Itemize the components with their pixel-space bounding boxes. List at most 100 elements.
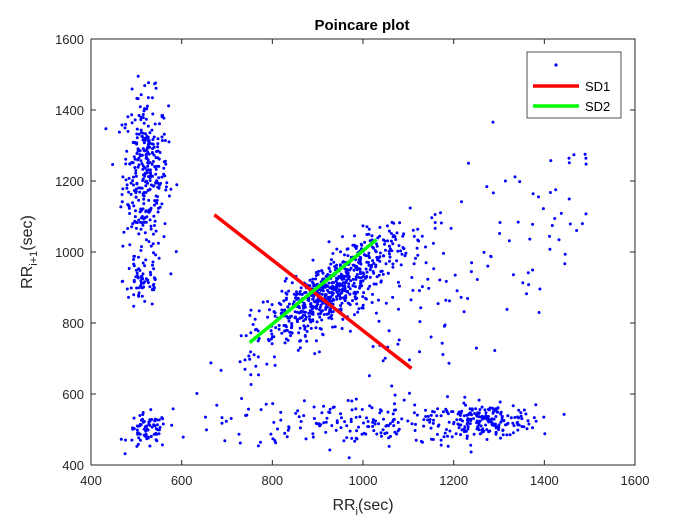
data-point (354, 436, 358, 440)
data-point (132, 140, 136, 144)
data-point (248, 313, 252, 317)
data-point (489, 420, 493, 424)
data-point (133, 118, 137, 122)
data-point (132, 264, 136, 268)
data-point (432, 267, 436, 271)
data-point (472, 417, 475, 421)
data-point (135, 271, 139, 275)
data-point (381, 272, 385, 276)
data-point (340, 327, 344, 330)
data-point (526, 419, 530, 423)
data-point (374, 263, 378, 267)
data-point (144, 220, 148, 224)
data-point (330, 290, 334, 294)
data-point (145, 168, 149, 172)
data-point (532, 416, 536, 420)
data-point (156, 181, 160, 185)
x-axis-label-base: RR (332, 497, 355, 514)
data-point (136, 431, 140, 435)
data-point (154, 229, 158, 233)
data-point (353, 439, 357, 443)
data-point (377, 422, 380, 426)
data-point (379, 280, 383, 284)
data-point (559, 211, 563, 215)
data-point (343, 253, 346, 257)
data-point (128, 243, 132, 247)
data-point (431, 421, 435, 425)
data-point (302, 319, 305, 323)
data-point (317, 350, 321, 354)
data-point (292, 300, 296, 304)
data-point (320, 318, 324, 322)
data-point (394, 408, 398, 412)
data-point (360, 243, 364, 247)
data-point (136, 276, 140, 280)
data-point (290, 331, 294, 335)
data-point (386, 410, 390, 414)
data-point (450, 435, 454, 439)
data-point (331, 325, 335, 329)
data-point (458, 414, 462, 417)
data-point (342, 439, 346, 443)
data-point (520, 417, 524, 421)
data-point (322, 313, 326, 316)
data-point (154, 156, 158, 160)
data-point (147, 210, 151, 214)
data-point (355, 429, 359, 433)
data-point (389, 434, 392, 438)
data-point (334, 276, 338, 280)
y-axis-label-base: RR (19, 266, 36, 289)
data-point (468, 407, 472, 411)
data-point (287, 319, 291, 323)
data-point (273, 439, 277, 442)
data-point (247, 407, 250, 411)
data-point (254, 364, 258, 368)
data-point (429, 413, 433, 417)
data-point (244, 334, 248, 338)
data-point (135, 132, 139, 136)
data-point (299, 420, 303, 423)
data-point (205, 428, 208, 432)
data-point (249, 350, 253, 354)
data-point (347, 285, 351, 289)
y-tick-label: 1200 (55, 174, 84, 189)
data-point (124, 438, 127, 442)
data-point (140, 281, 143, 285)
data-point (297, 306, 301, 310)
data-point (356, 310, 360, 314)
data-point (135, 142, 139, 146)
data-point (137, 286, 141, 290)
data-point (259, 440, 262, 444)
data-point (311, 310, 315, 314)
data-point (366, 287, 370, 291)
data-point (397, 338, 401, 342)
data-point (297, 311, 301, 315)
data-point (584, 156, 588, 160)
data-point (141, 223, 145, 227)
data-point (143, 299, 147, 303)
data-point (162, 160, 166, 164)
data-point (502, 419, 506, 422)
data-point (104, 127, 108, 131)
data-point (475, 414, 479, 418)
data-point (353, 234, 356, 238)
data-point (365, 225, 369, 229)
data-point (370, 234, 374, 238)
data-point (317, 422, 321, 426)
data-point (381, 238, 385, 242)
data-point (474, 407, 478, 411)
data-point (328, 308, 332, 312)
data-point (431, 438, 435, 441)
data-point (143, 172, 147, 176)
data-point (296, 348, 300, 352)
data-point (393, 402, 396, 406)
data-point (130, 438, 134, 442)
data-point (371, 270, 375, 273)
data-point (464, 429, 468, 433)
data-point (142, 121, 146, 125)
data-point (290, 281, 294, 285)
data-point (146, 281, 150, 285)
data-point (181, 435, 185, 439)
data-point (469, 270, 473, 274)
data-point (135, 444, 139, 448)
